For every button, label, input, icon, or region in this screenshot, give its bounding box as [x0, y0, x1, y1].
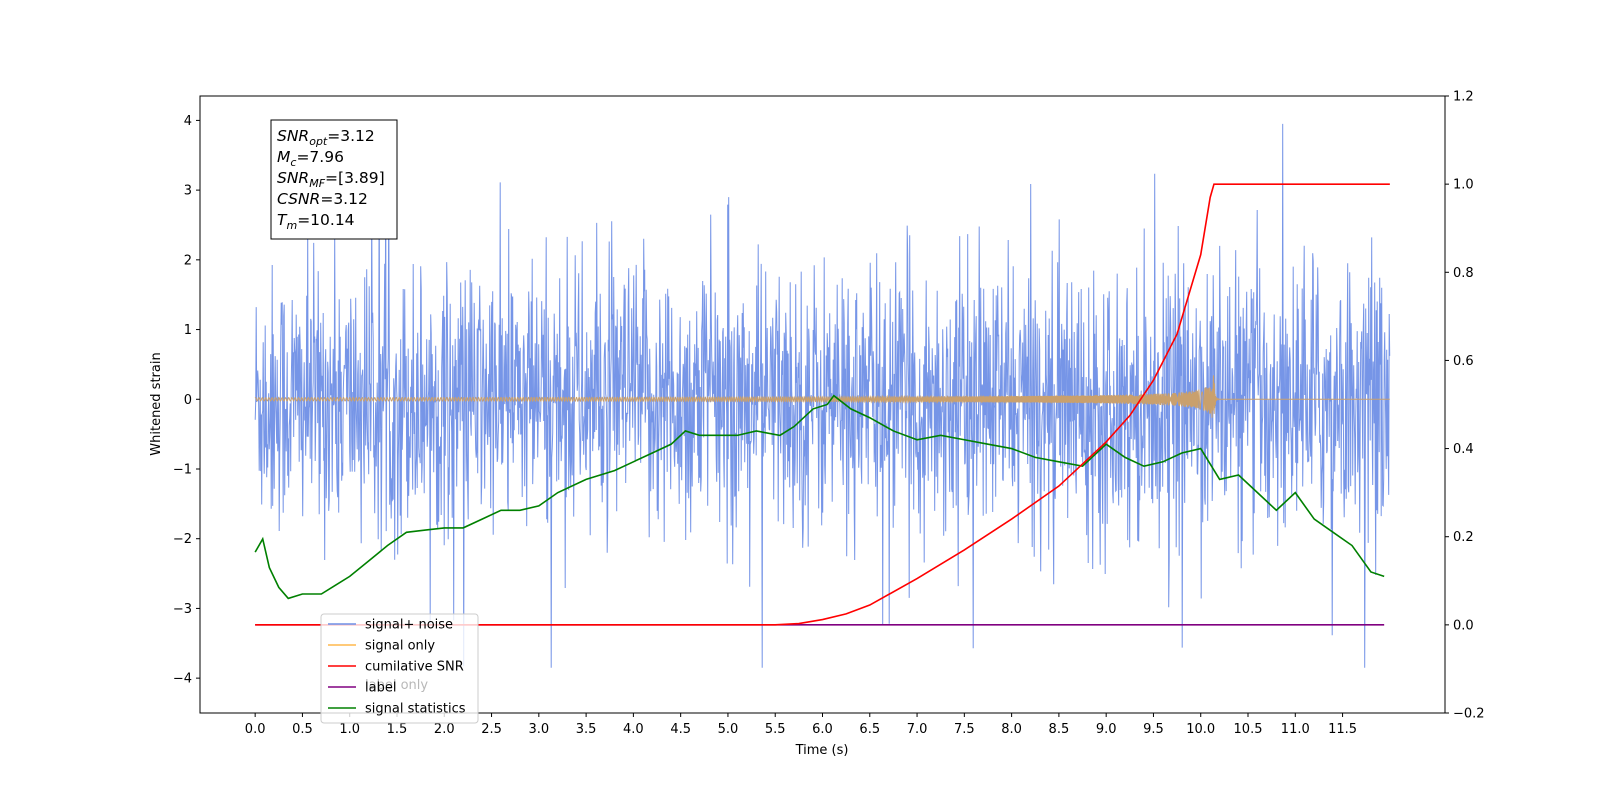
- y2-tick-label: −0.2: [1453, 707, 1485, 722]
- signal-statistics-line: [254, 394, 1385, 600]
- x-tick-label: 8.0: [1001, 722, 1022, 737]
- annotation-lines: SNRopt=3.12Mc=7.96SNRMF=[3.89]CSNR=3.12T…: [277, 127, 385, 232]
- y-tick-label: −1: [173, 462, 192, 477]
- legend-ghost-label: label only: [365, 678, 428, 693]
- annotation-line: SNRopt=3.12: [277, 127, 375, 148]
- annotation-symbol: SNR: [277, 127, 309, 145]
- legend: label only signal+ noise signal only cumila…: [320, 613, 479, 724]
- x-tick-label: 6.0: [812, 722, 833, 737]
- x-tick-label: 5.0: [718, 722, 739, 737]
- annotation-frame: [270, 119, 398, 240]
- legend-entries: label only signal+ noise signal only cumila…: [328, 618, 466, 717]
- y-axis-label: Whitened strain: [149, 352, 164, 455]
- signal-only-line: [254, 375, 1390, 418]
- x-tick-label: 5.5: [765, 722, 786, 737]
- annotation-subscript: c: [290, 156, 296, 169]
- annotation-value: =7.96: [296, 148, 344, 166]
- y2-tick-label: 0.6: [1453, 354, 1474, 369]
- annotation-subscript: MF: [309, 177, 325, 190]
- x-tick-label: 4.0: [623, 722, 644, 737]
- legend-label: signal statistics: [365, 702, 466, 717]
- y-tick-label: 1: [184, 323, 192, 338]
- cumilative-snr-line: [255, 183, 1390, 626]
- x-tick-label: 9.0: [1096, 722, 1117, 737]
- annotation-symbol: CSNR: [277, 190, 320, 208]
- x-axis: 0.0 0.5 1.0 1.5 2.0 2.5 3.0 3.5 4.0 4.5 5.0 5.5 6.0 6…: [245, 713, 1357, 737]
- x-axis-label: Time (s): [795, 743, 849, 758]
- x-tick-label: 10.0: [1186, 722, 1215, 737]
- y-tick-label: −3: [173, 602, 192, 617]
- legend-label: signal only: [365, 639, 435, 654]
- legend-frame: [320, 613, 479, 724]
- annotation-value: =10.14: [297, 211, 354, 229]
- annotation-line: Mc=7.96: [277, 148, 344, 169]
- x-tick-label: 11.0: [1281, 722, 1310, 737]
- annotation-symbol: SNR: [277, 169, 309, 187]
- x-tick-label: 0.0: [245, 722, 266, 737]
- annotation-subscript: opt: [309, 135, 328, 148]
- annotation-line: SNRMF=[3.89]: [277, 169, 385, 190]
- y-tick-label: −4: [173, 672, 192, 687]
- signal-only-series: [254, 375, 1390, 418]
- x-tick-label: 10.5: [1234, 722, 1263, 737]
- y2-tick-label: 0.8: [1453, 266, 1474, 281]
- y2-tick-label: 1.0: [1453, 178, 1474, 193]
- y2-tick-label: 0.4: [1453, 442, 1474, 457]
- x-tick-label: 8.5: [1049, 722, 1070, 737]
- annotation-line: CSNR=3.12: [277, 190, 368, 208]
- signal-plus-noise-series: [254, 123, 1391, 668]
- x-tick-label: 2.5: [481, 722, 502, 737]
- annotation-value: =[3.89]: [325, 169, 385, 187]
- y2-tick-label: 1.2: [1453, 90, 1474, 105]
- annotation-symbol: T: [277, 211, 288, 229]
- y-axis-right: 1.2 1.0 0.8 0.6 0.4 0.2 0.0 −0.2: [1445, 90, 1485, 722]
- y-tick-label: −2: [173, 532, 192, 547]
- y-axis-left: 4 3 2 1 0 −1 −2 −3 −4: [173, 114, 200, 687]
- y-tick-label: 0: [184, 393, 192, 408]
- annotation-line: Tm=10.14: [277, 211, 355, 232]
- y2-tick-label: 0.0: [1453, 618, 1474, 633]
- x-tick-label: 1.5: [387, 722, 408, 737]
- x-tick-label: 9.5: [1143, 722, 1164, 737]
- x-tick-label: 11.5: [1328, 722, 1357, 737]
- signal-plus-noise-line: [254, 123, 1391, 668]
- annotation-value: =3.12: [320, 190, 368, 208]
- y-tick-label: 4: [184, 114, 192, 129]
- annotation-symbol: M: [277, 148, 290, 166]
- x-tick-label: 1.0: [339, 722, 360, 737]
- x-tick-label: 6.5: [859, 722, 880, 737]
- legend-label: cumilative SNR: [365, 660, 464, 675]
- x-tick-label: 2.0: [434, 722, 455, 737]
- x-tick-label: 4.5: [670, 722, 691, 737]
- stats-annotation-box: SNRopt=3.12Mc=7.96SNRMF=[3.89]CSNR=3.12T…: [270, 119, 398, 240]
- x-tick-label: 0.5: [292, 722, 313, 737]
- annotation-value: =3.12: [327, 127, 375, 145]
- y-tick-label: 2: [184, 253, 192, 268]
- x-tick-label: 3.0: [528, 722, 549, 737]
- y-tick-label: 3: [184, 184, 192, 199]
- x-tick-label: 3.5: [576, 722, 597, 737]
- legend-label: signal+ noise: [365, 618, 453, 633]
- x-tick-label: 7.0: [907, 722, 928, 737]
- annotation-subscript: m: [286, 219, 297, 232]
- legend-label: label: [365, 681, 396, 696]
- y2-tick-label: 0.2: [1453, 530, 1474, 545]
- x-tick-label: 7.5: [954, 722, 975, 737]
